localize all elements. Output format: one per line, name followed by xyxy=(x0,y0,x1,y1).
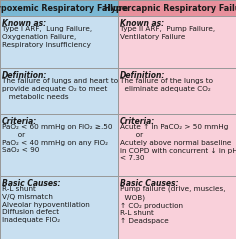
Text: Type II ARF,  Pump Failure,
Ventilatory Failure: Type II ARF, Pump Failure, Ventilatory F… xyxy=(120,26,215,40)
Text: Hypoxemic Respiratory Failure: Hypoxemic Respiratory Failure xyxy=(0,4,129,12)
Text: Definition:: Definition: xyxy=(120,71,165,80)
Bar xyxy=(0,68,118,114)
Bar xyxy=(118,0,236,16)
Text: Basic Causes:: Basic Causes: xyxy=(120,179,178,188)
Text: Acute ↑ in PaCO₂ > 50 mmHg
       or
Acutely above normal baseline
in COPD with : Acute ↑ in PaCO₂ > 50 mmHg or Acutely ab… xyxy=(120,124,236,161)
Bar xyxy=(0,176,118,239)
Bar xyxy=(118,68,236,114)
Bar xyxy=(118,176,236,239)
Text: Type I ARF,  Lung Failure,
Oxygenation Failure,
Respiratory Insufficiency: Type I ARF, Lung Failure, Oxygenation Fa… xyxy=(2,26,92,48)
Text: Pump failure (drive, muscles,
  WOB)
↑ CO₂ production
R-L shunt
↑ Deadspace: Pump failure (drive, muscles, WOB) ↑ CO₂… xyxy=(120,186,226,224)
Text: PaO₂ < 60 mmHg on FiO₂ ≥.50
       or
PaO₂ < 40 mmHg on any FiO₂
SaO₂ < 90: PaO₂ < 60 mmHg on FiO₂ ≥.50 or PaO₂ < 40… xyxy=(2,124,113,153)
Bar xyxy=(0,114,118,176)
Text: R-L shunt
V/Q mismatch
Alveolar hypoventilation
Diffusion defect
Inadequate FIO₂: R-L shunt V/Q mismatch Alveolar hypovent… xyxy=(2,186,90,223)
Text: The failure of lungs and heart to
provide adequate O₂ to meet
   metabolic needs: The failure of lungs and heart to provid… xyxy=(2,78,118,99)
Text: Known as:: Known as: xyxy=(2,18,46,27)
Text: Known as:: Known as: xyxy=(120,18,164,27)
Text: The failure of the lungs to
  eliminate adequate CO₂: The failure of the lungs to eliminate ad… xyxy=(120,78,213,92)
Bar xyxy=(0,16,118,68)
Bar xyxy=(118,16,236,68)
Text: Criteria:: Criteria: xyxy=(120,116,155,125)
Text: Definition:: Definition: xyxy=(2,71,47,80)
Bar xyxy=(118,114,236,176)
Text: Hypercapnic Respiratory Failure: Hypercapnic Respiratory Failure xyxy=(104,4,236,12)
Bar xyxy=(0,0,118,16)
Text: Criteria:: Criteria: xyxy=(2,116,37,125)
Text: Basic Causes:: Basic Causes: xyxy=(2,179,60,188)
